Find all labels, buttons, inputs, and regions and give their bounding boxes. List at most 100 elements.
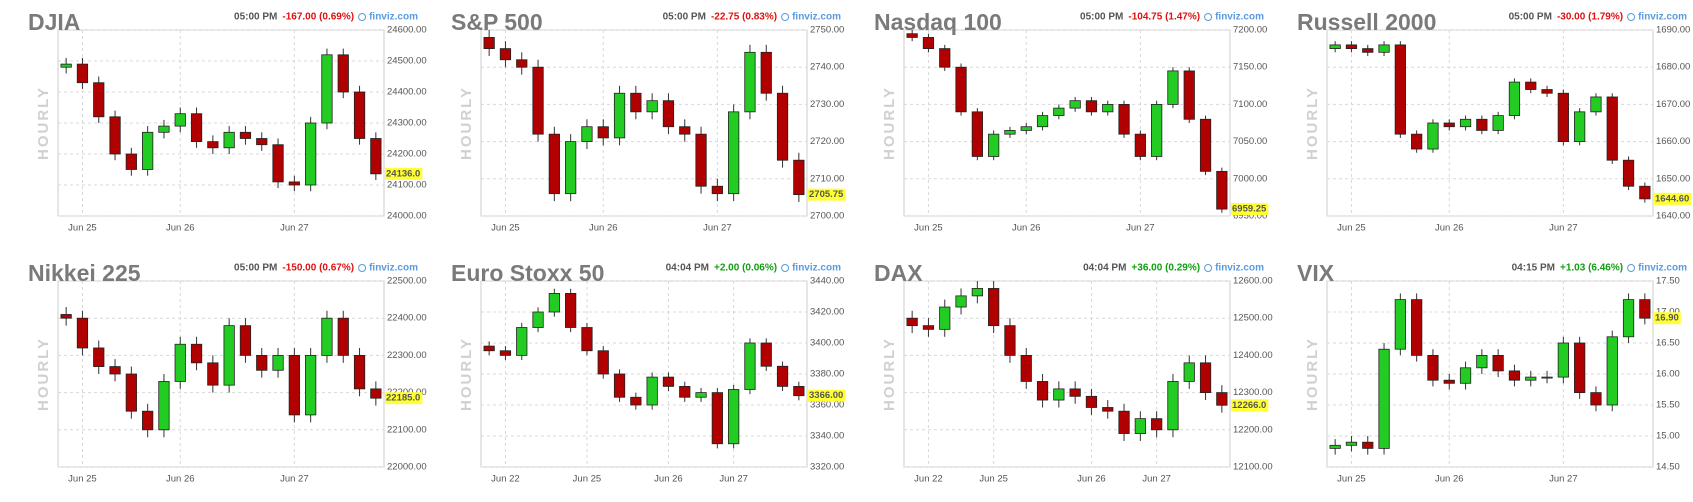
chart-panel: HOURLY 12100.00 12200.00 12300.00 12400.00 12… <box>874 260 1273 484</box>
y-tick-label: 3380.00 <box>810 369 844 380</box>
candle-body <box>1574 342 1586 393</box>
candle-body <box>516 327 528 356</box>
candle-body <box>1476 118 1488 131</box>
candle-body <box>190 113 203 142</box>
change: -104.75 (1.47%) <box>1128 12 1200 23</box>
candle-body <box>1394 299 1406 350</box>
y-tick-label: 2740.00 <box>810 62 844 73</box>
candle-body <box>1183 362 1195 382</box>
y-tick-label: 3320.00 <box>810 462 844 473</box>
candle-body <box>646 376 658 406</box>
last-price-box <box>808 389 846 402</box>
chart-panel: HOURLY 24000.00 24100.00 24200.00 24300.00 24… <box>28 9 427 233</box>
plot-area <box>903 280 1231 468</box>
y-tick-label: 1650.00 <box>1656 173 1690 184</box>
candle-body <box>1427 355 1439 381</box>
y-tick-label: 3360.00 <box>810 400 844 411</box>
source: finviz.com <box>792 12 841 23</box>
x-tick-label: Jun 25 <box>573 474 602 485</box>
candle-body <box>76 317 89 349</box>
candle-body <box>1069 388 1081 397</box>
chart-panel: HOURLY 14.50 15.00 15.50 16.00 16.50 17.00 17.5… <box>1297 260 1687 484</box>
candle-body <box>1167 70 1179 105</box>
candle-body <box>988 288 1000 327</box>
candle-body <box>256 355 268 371</box>
y-tick-label: 12200.00 <box>1233 424 1273 435</box>
y-tick-label: 2730.00 <box>810 99 844 110</box>
candle-body <box>581 327 593 352</box>
candle-body <box>337 317 349 356</box>
last-price-label: 1644.60 <box>1655 193 1689 204</box>
x-tick-label: Jun 25 <box>1337 474 1366 485</box>
candle-body <box>321 317 333 356</box>
last-price-box <box>1231 203 1269 216</box>
chart-title: Russell 2000 <box>1297 9 1436 35</box>
candle-body <box>1020 126 1032 131</box>
candle-body <box>272 144 284 183</box>
candle-body <box>1329 444 1341 449</box>
last-price-label: 24136.0 <box>386 168 420 179</box>
source-icon <box>781 13 790 21</box>
y-tick-label: 22100.00 <box>387 424 427 435</box>
candle-body <box>1216 170 1228 210</box>
candle-body <box>971 111 983 157</box>
plot-area <box>1326 29 1654 217</box>
candle-body <box>288 355 300 416</box>
y-tick-label: 7150.00 <box>1233 62 1267 73</box>
y-tick-label: 12100.00 <box>1233 462 1273 473</box>
last-price-box <box>385 167 423 180</box>
candle-body <box>1345 441 1358 446</box>
candle-body <box>1476 355 1488 369</box>
candle-body <box>288 181 300 186</box>
x-tick-label: Jun 25 <box>68 223 97 234</box>
chart-title: Nasdaq 100 <box>874 9 1002 35</box>
candle-body <box>1622 159 1635 187</box>
x-tick-label: Jun 25 <box>1337 223 1366 234</box>
y-axis-label: HOURLY <box>35 86 52 160</box>
y-tick-label: 2700.00 <box>810 211 844 222</box>
candle-body <box>1378 348 1390 449</box>
last-price-label: 2705.75 <box>809 189 844 200</box>
y-tick-label: 7050.00 <box>1233 136 1267 147</box>
candle-body <box>695 133 707 187</box>
candle-body <box>1541 89 1553 94</box>
y-tick-label: 14.50 <box>1656 462 1680 473</box>
candle-body <box>1167 381 1179 431</box>
candle-body <box>1345 44 1358 50</box>
candle-body <box>353 91 366 139</box>
y-tick-label: 3440.00 <box>810 276 844 287</box>
x-tick-label: Jun 26 <box>654 474 683 485</box>
y-tick-label: 24600.00 <box>387 25 427 36</box>
chart-panel: HOURLY 3320.00 3340.00 3360.00 3380.00 3400.0… <box>451 260 846 485</box>
candle-body <box>581 126 593 143</box>
y-tick-label: 7100.00 <box>1233 99 1267 110</box>
chart-panel: HOURLY 1640.00 1650.00 1660.00 1670.00 1680.0… <box>1297 9 1692 234</box>
candle-body <box>1004 130 1016 135</box>
candle-body <box>922 37 935 49</box>
candle-body <box>1525 376 1537 381</box>
candle-body <box>1411 299 1423 356</box>
candle-body <box>125 373 137 412</box>
last-price-label: 12266.0 <box>1232 400 1266 411</box>
y-tick-label: 24400.00 <box>387 87 427 98</box>
change: +1.03 (6.46%) <box>1560 263 1623 274</box>
candle-body <box>955 295 967 308</box>
candle-body <box>370 388 382 399</box>
last-price-box <box>385 392 423 405</box>
y-tick-label: 12300.00 <box>1233 387 1273 398</box>
y-axis-label: HOURLY <box>35 337 52 411</box>
candle-body <box>1004 325 1016 356</box>
y-tick-label: 2710.00 <box>810 173 844 184</box>
y-tick-label: 12400.00 <box>1233 350 1273 361</box>
x-tick-label: Jun 27 <box>1549 474 1578 485</box>
y-tick-label: 1640.00 <box>1656 211 1690 222</box>
source: finviz.com <box>369 263 418 274</box>
y-tick-label: 15.00 <box>1656 431 1680 442</box>
y-tick-label: 12600.00 <box>1233 276 1273 287</box>
candle-body <box>679 126 691 135</box>
last-price-box <box>1654 192 1692 205</box>
candle-body <box>223 131 235 149</box>
candle-body <box>1525 81 1537 90</box>
candle-body <box>1069 100 1081 109</box>
